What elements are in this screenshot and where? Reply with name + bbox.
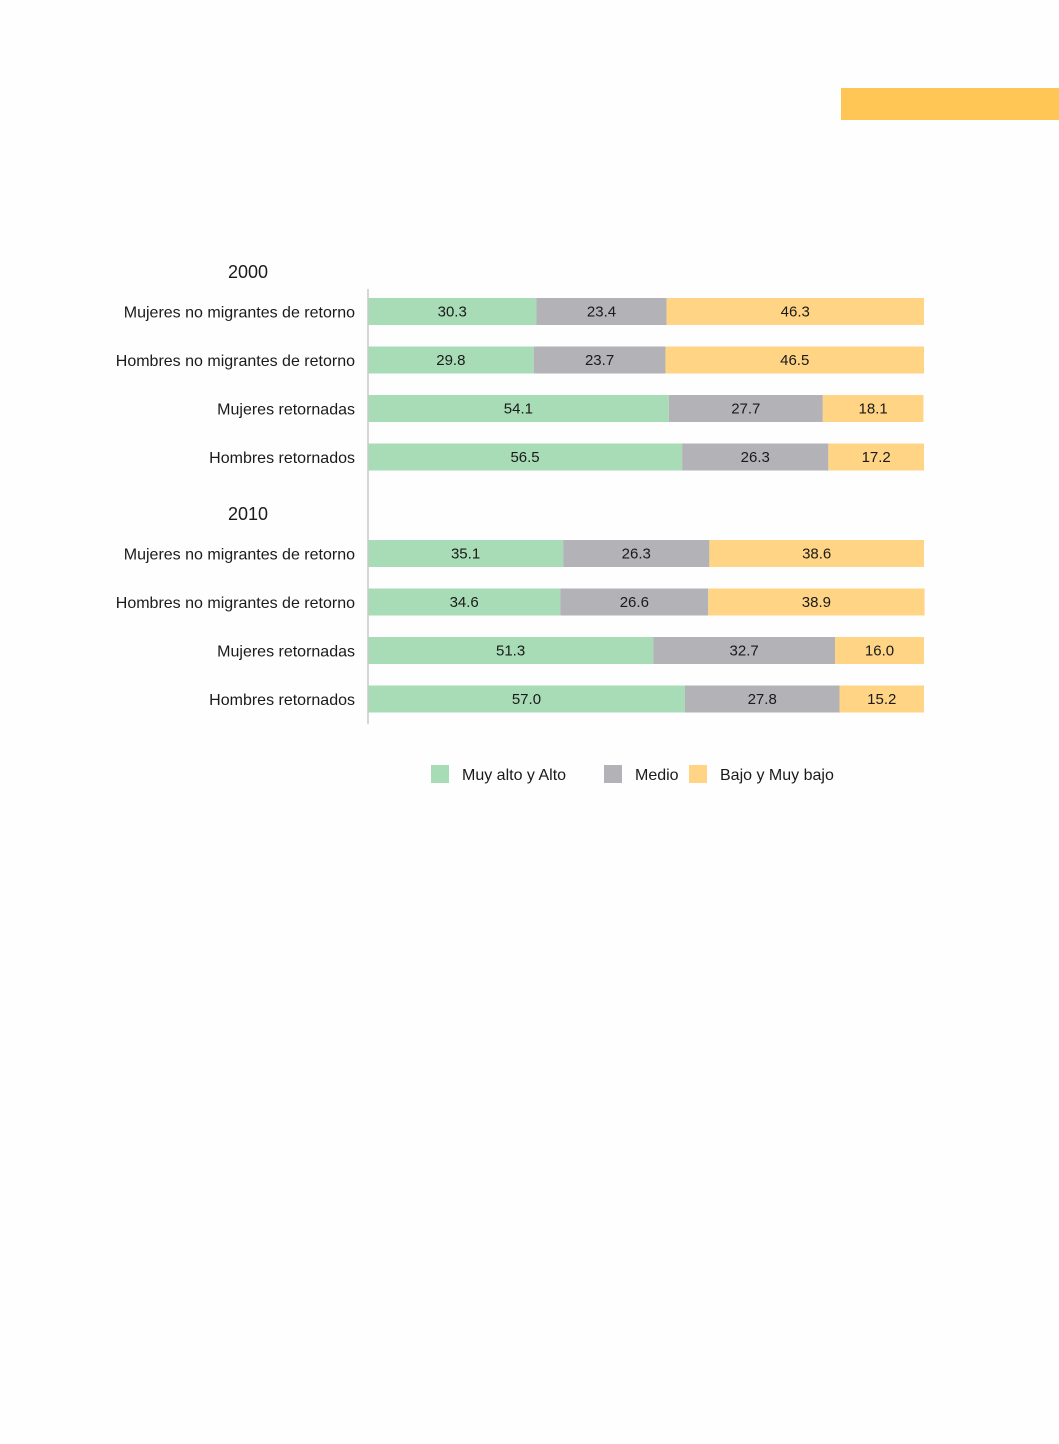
row-label: Mujeres no migrantes de retorno xyxy=(124,305,355,322)
bar-segment-bajo xyxy=(708,588,925,616)
bar-segment-alto xyxy=(368,346,534,374)
bar-segment-bajo xyxy=(709,540,924,567)
bar-segment-alto xyxy=(368,637,654,664)
bar-segment-bajo xyxy=(828,443,924,471)
bar-segment-alto xyxy=(368,298,537,325)
bar-value-label: 57.0 xyxy=(512,691,541,708)
bar-segment-medio xyxy=(684,685,840,713)
row-label: Hombres retornados xyxy=(209,692,355,709)
bar-segment-bajo xyxy=(666,298,924,325)
legend-label-bajo: Bajo y Muy bajo xyxy=(720,767,834,784)
bar-value-label: 34.6 xyxy=(450,594,479,611)
bar-segment-alto xyxy=(368,443,683,471)
bar-segment-alto xyxy=(368,588,561,616)
row-label: Hombres retornados xyxy=(209,450,355,467)
bar-value-label: 29.8 xyxy=(436,352,465,369)
bar-segment-medio xyxy=(668,395,823,422)
legend-label-alto: Muy alto y Alto xyxy=(462,767,566,784)
bar-segment-medio xyxy=(653,637,836,664)
row-label: Hombres no migrantes de retorno xyxy=(116,353,355,370)
row-label: Mujeres no migrantes de retorno xyxy=(124,547,355,564)
bar-segment-bajo xyxy=(665,346,924,374)
bar-segment-medio xyxy=(536,298,667,325)
bar-value-label: 17.2 xyxy=(862,449,891,466)
bar-value-label: 56.5 xyxy=(510,449,539,466)
legend-swatch-medio xyxy=(604,765,622,783)
group-label-2010: 2010 xyxy=(228,504,268,524)
bar-segment-alto xyxy=(368,685,685,713)
row-label: Mujeres retornadas xyxy=(217,644,355,661)
bar-value-label: 32.7 xyxy=(730,643,759,660)
legend-swatch-alto xyxy=(431,765,449,783)
bar-value-label: 15.2 xyxy=(867,691,896,708)
bar-value-label: 30.3 xyxy=(438,304,467,321)
bar-value-label: 23.4 xyxy=(587,304,616,321)
bar-segment-medio xyxy=(563,540,710,567)
bar-value-label: 46.3 xyxy=(781,304,810,321)
bar-segment-medio xyxy=(560,588,709,616)
bar-value-label: 38.9 xyxy=(802,594,831,611)
bar-segment-bajo xyxy=(822,395,924,422)
bar-segment-bajo xyxy=(839,685,924,713)
bar-segment-alto xyxy=(368,540,564,567)
bar-segment-bajo xyxy=(835,637,924,664)
bar-segment-alto xyxy=(368,395,669,422)
bar-value-label: 23.7 xyxy=(585,352,614,369)
bar-segment-medio xyxy=(682,443,829,471)
bar-value-label: 16.0 xyxy=(865,643,894,660)
bar-value-label: 51.3 xyxy=(496,643,525,660)
bar-value-label: 26.6 xyxy=(620,594,649,611)
bar-value-label: 35.1 xyxy=(451,546,480,563)
bar-value-label: 26.3 xyxy=(741,449,770,466)
accent-bar xyxy=(841,88,1059,120)
bar-value-label: 27.7 xyxy=(731,401,760,418)
bar-value-label: 38.6 xyxy=(802,546,831,563)
legend-swatch-bajo xyxy=(689,765,707,783)
legend-label-medio: Medio xyxy=(635,767,679,784)
row-label: Mujeres retornadas xyxy=(217,402,355,419)
bar-value-label: 54.1 xyxy=(504,401,533,418)
bar-value-label: 26.3 xyxy=(622,546,651,563)
row-label: Hombres no migrantes de retorno xyxy=(116,595,355,612)
bar-segment-medio xyxy=(533,346,666,374)
bar-value-label: 27.8 xyxy=(748,691,777,708)
group-label-2000: 2000 xyxy=(228,262,268,282)
bar-value-label: 18.1 xyxy=(859,401,888,418)
bar-value-label: 46.5 xyxy=(780,352,809,369)
